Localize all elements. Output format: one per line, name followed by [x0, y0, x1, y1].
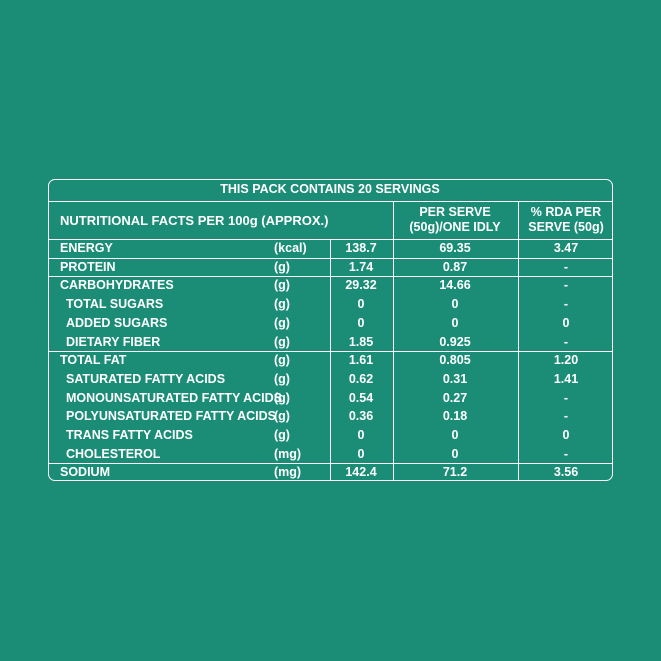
rule [49, 201, 612, 203]
cell: 0 [357, 428, 365, 442]
cell: 3.47 [553, 241, 579, 255]
rule [518, 201, 520, 481]
row-unit: (g) [274, 259, 290, 274]
row-name: CARBOHYDRATES [60, 278, 174, 293]
cell: 142.4 [345, 465, 377, 480]
row-name: SATURATED FATTY ACIDS [66, 371, 226, 386]
row-unit: (mg) [274, 446, 302, 461]
cell: - [563, 297, 569, 312]
cell: 14.66 [439, 278, 471, 293]
cell: 69.35 [439, 241, 471, 255]
cell: - [563, 409, 569, 424]
table-title: THIS PACK CONTAINS 20 SERVINGS [220, 182, 440, 196]
cell: 0.87 [442, 259, 468, 274]
cell: - [563, 390, 569, 405]
rule [330, 239, 332, 481]
cell: 71.2 [442, 465, 468, 480]
cell: 0 [451, 428, 459, 442]
cell: 1.41 [553, 371, 579, 386]
cell: 1.61 [348, 353, 374, 368]
cell: 0 [451, 446, 459, 461]
cell: 0.27 [442, 390, 468, 405]
rule [393, 201, 395, 481]
cell: - [563, 334, 569, 349]
cell: - [563, 278, 569, 293]
cell: 1.85 [348, 334, 374, 349]
cell: 0.925 [439, 334, 471, 349]
header-cell: NUTRITIONAL FACTS PER 100g (APPROX.) [60, 213, 329, 228]
rule [49, 351, 612, 353]
cell: 0.805 [439, 353, 471, 368]
row-unit: (g) [274, 297, 290, 312]
cell: 0 [357, 315, 365, 330]
cell: 1.74 [348, 259, 374, 274]
cell: 0.31 [442, 371, 468, 386]
cell: 0.62 [348, 371, 374, 386]
row-unit: (g) [274, 371, 290, 386]
row-name: TOTAL SUGARS [66, 297, 164, 312]
header-cell: PER SERVE (50g)/ONE IDLY [409, 205, 501, 234]
row-unit: (mg) [274, 465, 302, 480]
row-name: ENERGY [60, 241, 113, 255]
row-unit: (g) [274, 390, 290, 405]
row-unit: (g) [274, 278, 290, 293]
row-unit: (g) [274, 315, 290, 330]
cell: 3.56 [553, 465, 579, 480]
cell: 0.18 [442, 409, 468, 424]
row-name: TRANS FATTY ACIDS [66, 428, 193, 442]
row-name: CHOLESTEROL [66, 446, 161, 461]
row-unit: (g) [274, 334, 290, 349]
cell: 0 [357, 297, 365, 312]
cell: 0 [451, 315, 459, 330]
header-cell: % RDA PER SERVE (50g) [528, 205, 604, 234]
row-unit: (g) [274, 428, 290, 442]
cell: 0 [451, 297, 459, 312]
row-name: SODIUM [60, 465, 110, 480]
cell: 0 [562, 428, 570, 442]
cell: 29.32 [345, 278, 377, 293]
cell: - [563, 259, 569, 274]
cell: 1.20 [553, 353, 579, 368]
row-name: TOTAL FAT [60, 353, 127, 368]
rule [49, 463, 612, 465]
row-unit: (g) [274, 353, 290, 368]
cell: - [563, 446, 569, 461]
row-name: ADDED SUGARS [66, 315, 168, 330]
row-name: POLYUNSATURATED FATTY ACIDS [66, 409, 276, 424]
cell: 138.7 [345, 241, 377, 255]
row-name: MONOUNSATURATED FATTY ACIDS [66, 390, 282, 405]
rule [49, 257, 612, 259]
row-unit: (g) [274, 409, 290, 424]
cell: 0 [357, 446, 365, 461]
cell: 0.36 [348, 409, 374, 424]
row-unit: (kcal) [274, 241, 307, 255]
cell: 0 [562, 315, 570, 330]
row-name: PROTEIN [60, 259, 116, 274]
rule [49, 276, 612, 278]
cell: 0.54 [348, 390, 374, 405]
row-name: DIETARY FIBER [66, 334, 161, 349]
